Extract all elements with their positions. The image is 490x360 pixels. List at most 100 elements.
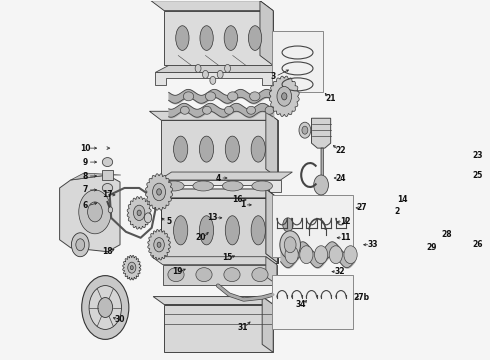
- Circle shape: [277, 86, 292, 106]
- Ellipse shape: [176, 26, 189, 50]
- Circle shape: [157, 242, 161, 247]
- Ellipse shape: [199, 136, 214, 162]
- Circle shape: [145, 213, 152, 223]
- Ellipse shape: [200, 26, 213, 50]
- Circle shape: [315, 246, 328, 264]
- Circle shape: [302, 126, 308, 134]
- Polygon shape: [262, 297, 273, 352]
- Ellipse shape: [252, 181, 272, 191]
- Circle shape: [299, 122, 311, 138]
- Text: 10: 10: [80, 144, 91, 153]
- Bar: [272, 31, 323, 92]
- Ellipse shape: [205, 92, 216, 101]
- Text: 17: 17: [102, 190, 113, 199]
- Circle shape: [202, 71, 208, 78]
- Circle shape: [89, 285, 122, 329]
- Polygon shape: [127, 197, 151, 229]
- Polygon shape: [266, 189, 278, 263]
- Circle shape: [210, 76, 216, 84]
- Bar: [101, 170, 113, 180]
- Polygon shape: [164, 305, 273, 352]
- Ellipse shape: [193, 181, 214, 191]
- Text: 15: 15: [222, 253, 233, 262]
- Text: 9: 9: [83, 158, 88, 167]
- Circle shape: [284, 237, 296, 253]
- Ellipse shape: [102, 158, 113, 167]
- Ellipse shape: [227, 92, 238, 101]
- Circle shape: [98, 298, 113, 318]
- Polygon shape: [60, 175, 120, 252]
- Text: 25: 25: [473, 171, 483, 180]
- Polygon shape: [163, 265, 277, 285]
- Polygon shape: [155, 72, 273, 85]
- Polygon shape: [153, 297, 273, 305]
- Text: 26: 26: [473, 240, 483, 249]
- Text: 7: 7: [83, 185, 88, 194]
- Circle shape: [133, 205, 145, 221]
- Text: 14: 14: [397, 195, 407, 204]
- Polygon shape: [270, 76, 299, 117]
- Polygon shape: [155, 66, 287, 72]
- Polygon shape: [260, 1, 273, 66]
- Polygon shape: [151, 1, 273, 11]
- Polygon shape: [161, 120, 278, 178]
- Ellipse shape: [225, 136, 240, 162]
- Ellipse shape: [224, 106, 233, 114]
- Polygon shape: [149, 111, 278, 120]
- Text: 27b: 27b: [354, 293, 369, 302]
- Text: 11: 11: [340, 233, 351, 242]
- Polygon shape: [266, 257, 277, 285]
- Circle shape: [82, 276, 129, 339]
- Text: 2: 2: [394, 207, 399, 216]
- Ellipse shape: [224, 26, 238, 50]
- Circle shape: [314, 175, 328, 195]
- Bar: [272, 275, 353, 329]
- Ellipse shape: [173, 136, 188, 162]
- Ellipse shape: [196, 268, 212, 282]
- Text: 23: 23: [473, 150, 483, 159]
- Circle shape: [224, 64, 230, 72]
- Ellipse shape: [222, 181, 243, 191]
- Text: 28: 28: [441, 230, 452, 239]
- Polygon shape: [161, 198, 278, 263]
- Text: 30: 30: [115, 315, 125, 324]
- Circle shape: [329, 246, 343, 264]
- Polygon shape: [152, 257, 277, 265]
- Ellipse shape: [248, 26, 262, 50]
- Circle shape: [278, 211, 298, 239]
- Text: 16: 16: [233, 195, 243, 204]
- Text: 24: 24: [336, 174, 346, 183]
- Text: 22: 22: [336, 145, 346, 154]
- Bar: [272, 195, 353, 257]
- Text: 18: 18: [102, 247, 113, 256]
- Text: 5: 5: [166, 217, 171, 226]
- Polygon shape: [146, 174, 172, 210]
- Polygon shape: [122, 255, 141, 280]
- Polygon shape: [159, 180, 281, 192]
- Circle shape: [88, 202, 102, 222]
- Ellipse shape: [180, 106, 189, 114]
- Text: 12: 12: [340, 217, 351, 226]
- Circle shape: [76, 239, 85, 251]
- Ellipse shape: [183, 92, 194, 101]
- Text: 27: 27: [356, 203, 367, 212]
- Circle shape: [128, 262, 136, 273]
- Ellipse shape: [168, 268, 184, 282]
- Ellipse shape: [265, 106, 274, 114]
- Text: 34: 34: [296, 300, 306, 309]
- Circle shape: [283, 218, 293, 232]
- Circle shape: [154, 238, 164, 252]
- Circle shape: [300, 246, 313, 264]
- Ellipse shape: [202, 106, 211, 114]
- Text: 32: 32: [334, 267, 345, 276]
- Polygon shape: [159, 172, 293, 180]
- Ellipse shape: [224, 268, 240, 282]
- Polygon shape: [266, 111, 278, 178]
- Ellipse shape: [173, 216, 188, 245]
- Circle shape: [137, 210, 141, 216]
- Text: 1: 1: [240, 201, 245, 210]
- Ellipse shape: [251, 216, 266, 245]
- Text: 8: 8: [83, 171, 88, 180]
- Circle shape: [152, 183, 166, 201]
- Text: 6: 6: [83, 201, 88, 210]
